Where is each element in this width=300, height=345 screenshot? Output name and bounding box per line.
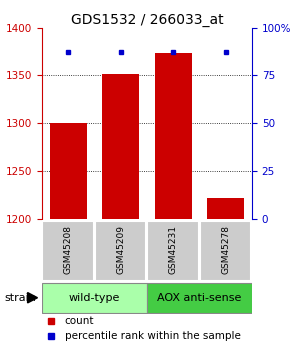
FancyBboxPatch shape xyxy=(95,221,146,280)
Text: wild-type: wild-type xyxy=(69,293,120,303)
Bar xyxy=(155,53,192,219)
Title: GDS1532 / 266033_at: GDS1532 / 266033_at xyxy=(71,12,223,27)
Text: count: count xyxy=(65,316,94,326)
Text: strain: strain xyxy=(4,293,36,303)
Text: percentile rank within the sample: percentile rank within the sample xyxy=(65,331,241,341)
FancyBboxPatch shape xyxy=(42,283,147,313)
Bar xyxy=(50,124,87,219)
FancyBboxPatch shape xyxy=(200,221,251,280)
Bar xyxy=(207,198,244,219)
Text: GSM45231: GSM45231 xyxy=(169,225,178,274)
Text: GSM45278: GSM45278 xyxy=(221,225,230,274)
Text: GSM45209: GSM45209 xyxy=(116,225,125,274)
FancyBboxPatch shape xyxy=(147,221,199,280)
FancyBboxPatch shape xyxy=(147,283,252,313)
Bar xyxy=(102,73,139,219)
FancyBboxPatch shape xyxy=(42,221,94,280)
Polygon shape xyxy=(28,293,38,303)
Text: AOX anti-sense: AOX anti-sense xyxy=(157,293,242,303)
Text: GSM45208: GSM45208 xyxy=(64,225,73,274)
